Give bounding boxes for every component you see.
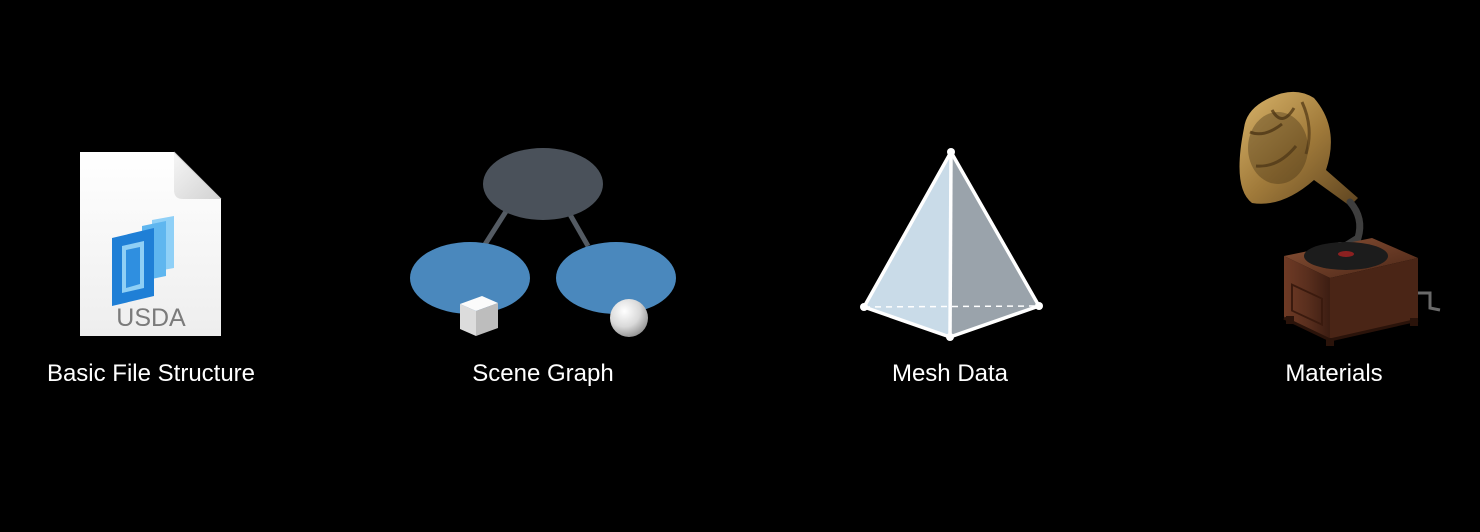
cube-shape bbox=[460, 296, 498, 336]
scene-graph-icon bbox=[410, 148, 676, 337]
child-node-right bbox=[556, 242, 676, 314]
child-node-left bbox=[410, 242, 530, 314]
topic-scene-graph[interactable]: Scene Graph bbox=[392, 0, 694, 532]
label-materials: Materials bbox=[1285, 360, 1383, 387]
label-scene-graph: Scene Graph bbox=[472, 360, 614, 387]
sphere-shape bbox=[610, 299, 648, 337]
topic-mesh-data[interactable]: Mesh Data bbox=[840, 0, 1060, 532]
pyramid-mesh-icon bbox=[860, 148, 1043, 341]
label-basic-file-structure: Basic File Structure bbox=[46, 360, 256, 387]
usda-file-icon: USDA bbox=[80, 151, 222, 336]
topic-basic-file-structure[interactable]: USDA Basic File Structure bbox=[30, 0, 272, 532]
topic-materials[interactable]: Materials bbox=[1214, 0, 1454, 532]
usda-badge-text: USDA bbox=[116, 304, 186, 332]
root-node bbox=[483, 148, 603, 220]
label-mesh-data: Mesh Data bbox=[891, 360, 1009, 387]
gramophone-icon bbox=[1239, 91, 1441, 346]
